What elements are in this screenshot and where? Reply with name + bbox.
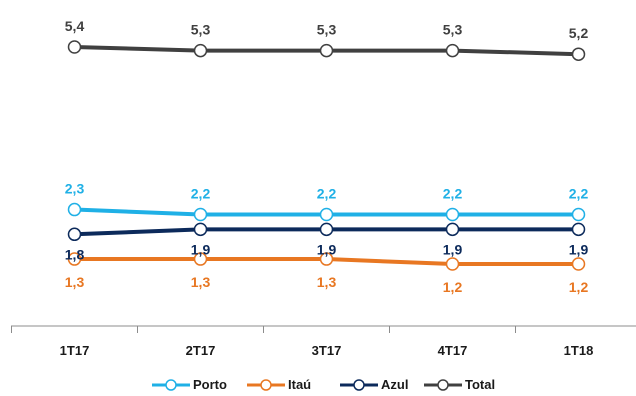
legend-item-porto: Porto (152, 377, 227, 392)
data-label: 5,3 (317, 22, 337, 38)
data-point (67, 40, 82, 54)
data-label: 1,3 (65, 274, 85, 290)
x-tick-label: 1T17 (60, 343, 90, 358)
legend-label: Itaú (288, 377, 311, 392)
data-label: 1,3 (317, 274, 337, 290)
data-label: 2,2 (191, 186, 211, 202)
legend-swatch-marker (165, 379, 177, 391)
data-label: 1,2 (569, 279, 589, 295)
data-point (571, 207, 586, 222)
legend-item-total: Total (424, 377, 495, 392)
data-label: 1,9 (443, 241, 463, 257)
series-layer (67, 40, 586, 271)
data-point (319, 222, 334, 237)
data-label: 2,2 (317, 186, 337, 202)
legend-label: Total (465, 377, 495, 392)
x-tick-label: 3T17 (312, 343, 342, 358)
data-point (571, 257, 586, 271)
data-label: 2,2 (569, 186, 589, 202)
data-point (193, 207, 208, 222)
data-labels: 2,3 2,2 2,2 2,2 2,2 1,3 1,3 1,3 1,2 1,2 1,8 1,9 1,9 1… (65, 18, 589, 295)
data-label: 5,2 (569, 25, 589, 41)
data-point (193, 222, 208, 237)
data-point (445, 257, 460, 271)
data-point (193, 43, 208, 58)
data-label: 5,4 (65, 18, 85, 34)
series-total (67, 40, 586, 61)
data-point (445, 222, 460, 237)
data-label: 5,3 (191, 22, 211, 38)
legend-swatch-marker (353, 379, 365, 391)
legend-swatch-marker (437, 379, 449, 391)
x-tick-label: 1T18 (564, 343, 594, 358)
data-label: 2,2 (443, 186, 463, 202)
data-point (571, 47, 586, 61)
data-point (571, 222, 586, 237)
data-point (319, 252, 334, 266)
data-point (319, 207, 334, 222)
legend-item-ita: Itaú (247, 377, 311, 392)
legend-item-azul: Azul (340, 377, 408, 392)
legend-label: Porto (193, 377, 227, 392)
legend: Porto Itaú Azul Total (152, 377, 495, 392)
legend-label: Azul (381, 377, 408, 392)
series-azul (67, 222, 586, 242)
data-point (445, 43, 460, 58)
data-label: 1,9 (191, 241, 211, 257)
data-label: 1,9 (569, 241, 589, 257)
x-axis: 1T17 2T17 3T17 4T17 1T18 (11, 325, 636, 358)
x-tick-label: 4T17 (438, 343, 468, 358)
legend-swatch-marker (260, 379, 272, 391)
data-label: 1,2 (443, 279, 463, 295)
series-ita (67, 252, 586, 271)
data-label: 1,3 (191, 274, 211, 290)
data-point (319, 43, 334, 58)
data-label: 1,8 (65, 246, 85, 262)
data-label: 2,3 (65, 181, 85, 197)
data-point (193, 252, 208, 266)
data-point (445, 207, 460, 222)
data-point (67, 202, 82, 217)
data-point (67, 252, 82, 266)
data-point (67, 227, 82, 242)
series-porto (67, 202, 586, 222)
data-label: 1,9 (317, 241, 337, 257)
data-label: 5,3 (443, 22, 463, 38)
x-tick-label: 2T17 (186, 343, 216, 358)
